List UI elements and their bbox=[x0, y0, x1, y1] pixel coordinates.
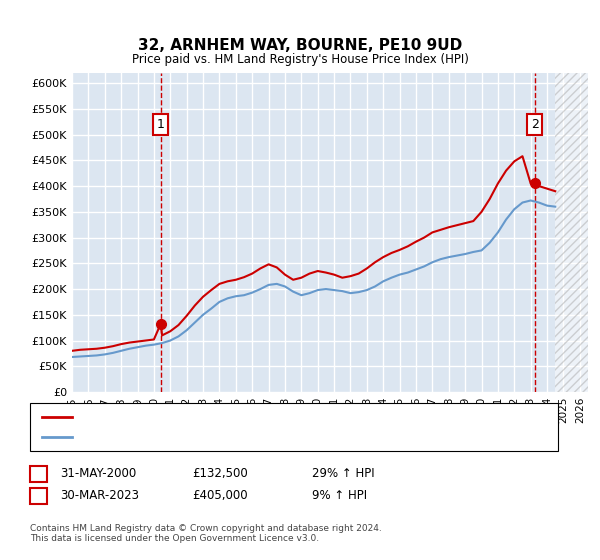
Text: 9% ↑ HPI: 9% ↑ HPI bbox=[312, 489, 367, 502]
Text: Price paid vs. HM Land Registry's House Price Index (HPI): Price paid vs. HM Land Registry's House … bbox=[131, 53, 469, 66]
Text: 1: 1 bbox=[34, 466, 43, 480]
Text: HPI: Average price, detached house, South Kesteven: HPI: Average price, detached house, Sout… bbox=[81, 432, 355, 442]
Text: £405,000: £405,000 bbox=[192, 489, 248, 502]
Text: 29% ↑ HPI: 29% ↑ HPI bbox=[312, 466, 374, 480]
Text: 2: 2 bbox=[34, 489, 43, 502]
Text: 32, ARNHEM WAY, BOURNE, PE10 9UD (detached house): 32, ARNHEM WAY, BOURNE, PE10 9UD (detach… bbox=[81, 412, 375, 422]
Text: £132,500: £132,500 bbox=[192, 466, 248, 480]
Text: 1: 1 bbox=[157, 118, 164, 131]
Text: 31-MAY-2000: 31-MAY-2000 bbox=[60, 466, 136, 480]
Text: 2: 2 bbox=[531, 118, 539, 131]
Text: Contains HM Land Registry data © Crown copyright and database right 2024.
This d: Contains HM Land Registry data © Crown c… bbox=[30, 524, 382, 543]
Text: 30-MAR-2023: 30-MAR-2023 bbox=[60, 489, 139, 502]
Text: 32, ARNHEM WAY, BOURNE, PE10 9UD: 32, ARNHEM WAY, BOURNE, PE10 9UD bbox=[138, 38, 462, 53]
